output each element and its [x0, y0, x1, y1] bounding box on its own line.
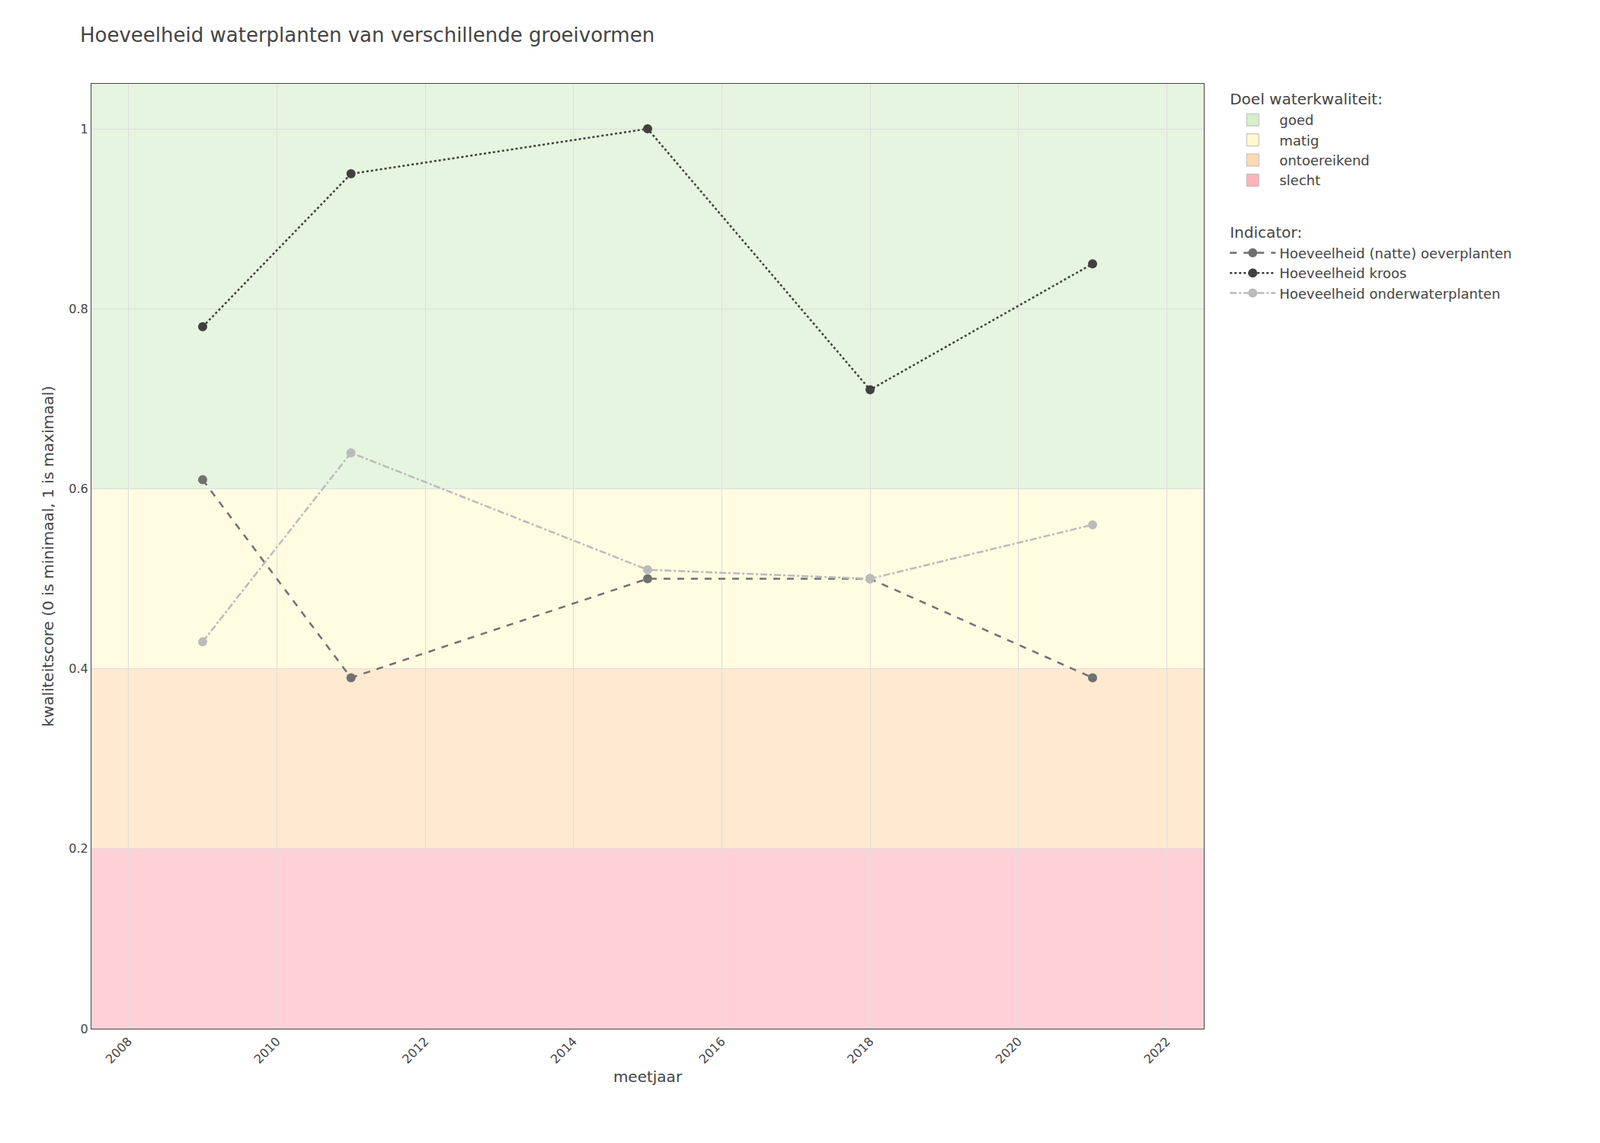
svg-text:Hoeveelheid onderwaterplanten: Hoeveelheid onderwaterplanten [1279, 285, 1501, 302]
svg-text:2022: 2022 [1141, 1033, 1174, 1066]
svg-text:Hoeveelheid (natte) oeverplant: Hoeveelheid (natte) oeverplanten [1279, 245, 1512, 262]
svg-text:2012: 2012 [399, 1033, 432, 1066]
svg-text:1: 1 [80, 121, 89, 137]
svg-text:2008: 2008 [102, 1033, 135, 1066]
svg-text:2018: 2018 [844, 1033, 877, 1066]
svg-text:0.6: 0.6 [68, 481, 88, 496]
svg-text:0: 0 [80, 1021, 89, 1037]
svg-text:2016: 2016 [696, 1033, 729, 1066]
svg-text:2020: 2020 [992, 1033, 1025, 1066]
svg-text:0.8: 0.8 [68, 301, 88, 317]
svg-text:Hoeveelheid waterplanten van v: Hoeveelheid waterplanten van verschillen… [80, 23, 655, 47]
svg-text:0.4: 0.4 [68, 661, 88, 676]
svg-text:2014: 2014 [547, 1033, 580, 1066]
svg-text:matig: matig [1279, 132, 1319, 149]
svg-text:Indicator:: Indicator: [1229, 223, 1303, 242]
svg-text:Doel waterkwaliteit:: Doel waterkwaliteit: [1229, 89, 1383, 109]
svg-text:meetjaar: meetjaar [613, 1067, 683, 1086]
svg-text:goed: goed [1279, 112, 1314, 128]
svg-text:slecht: slecht [1279, 172, 1321, 189]
svg-text:2010: 2010 [251, 1033, 284, 1066]
svg-text:Hoeveelheid kroos: Hoeveelheid kroos [1279, 265, 1407, 282]
svg-text:ontoereikend: ontoereikend [1279, 152, 1370, 169]
svg-text:kwaliteitscore (0 is minimaal,: kwaliteitscore (0 is minimaal, 1 is maxi… [38, 385, 58, 727]
svg-text:0.2: 0.2 [68, 841, 88, 856]
